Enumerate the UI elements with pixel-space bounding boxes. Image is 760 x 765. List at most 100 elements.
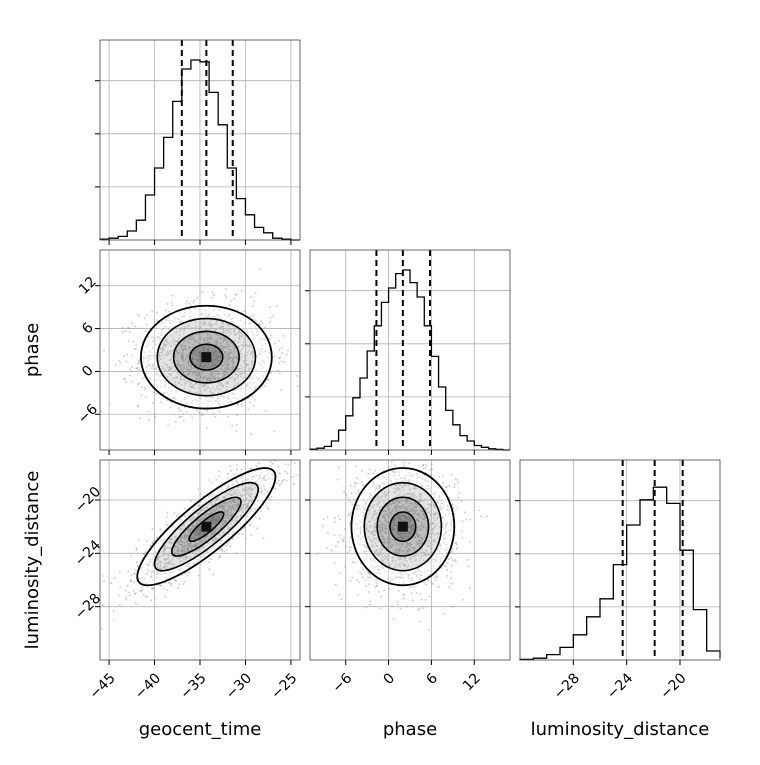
scatter-point — [212, 523, 214, 526]
scatter-point — [186, 355, 189, 358]
scatter-point — [198, 366, 201, 369]
scatter-point — [245, 385, 248, 388]
scatter-point — [187, 360, 190, 363]
scatter-point — [209, 366, 211, 369]
scatter-point — [273, 342, 276, 345]
scatter-point — [144, 388, 146, 391]
scatter-point — [422, 607, 424, 610]
panel-content — [310, 460, 510, 660]
scatter-point — [156, 311, 158, 314]
scatter-point — [242, 376, 245, 379]
scatter-point — [199, 375, 202, 377]
scatter-point — [225, 341, 228, 344]
scatter-point — [203, 375, 205, 378]
scatter-point — [178, 334, 181, 336]
scatter-point — [178, 409, 181, 412]
scatter-point — [183, 550, 186, 553]
scatter-point — [221, 344, 223, 347]
scatter-point — [211, 341, 213, 344]
scatter-point — [158, 336, 160, 339]
scatter-point — [450, 577, 452, 580]
scatter-point — [192, 361, 195, 364]
scatter-point — [169, 406, 171, 409]
scatter-point — [178, 382, 181, 385]
scatter-point — [189, 335, 192, 338]
scatter-point — [169, 317, 171, 320]
scatter-point — [168, 575, 171, 577]
scatter-point — [208, 321, 211, 324]
scatter-point — [184, 384, 186, 387]
scatter-point — [345, 493, 348, 496]
scatter-point — [361, 576, 364, 579]
scatter-point — [167, 328, 170, 331]
scatter-point — [225, 288, 228, 290]
scatter-point — [240, 320, 243, 322]
scatter-point — [179, 352, 182, 355]
scatter-point — [451, 503, 454, 506]
scatter-point — [446, 569, 449, 571]
scatter-point — [218, 404, 221, 407]
scatter-point — [261, 366, 264, 369]
scatter-point — [182, 348, 185, 351]
scatter-point — [189, 512, 191, 515]
scatter-point — [243, 366, 246, 368]
scatter-point — [159, 338, 161, 341]
scatter-point — [164, 544, 167, 547]
scatter-point — [202, 347, 205, 350]
scatter-point — [219, 345, 222, 347]
scatter-point — [191, 511, 194, 514]
scatter-point — [214, 322, 217, 325]
scatter-point — [205, 375, 207, 378]
scatter-point — [187, 571, 190, 574]
scatter-point — [183, 507, 186, 510]
scatter-point — [214, 399, 217, 402]
scatter-point — [450, 571, 453, 574]
scatter-point — [159, 323, 161, 325]
scatter-point — [271, 462, 274, 465]
scatter-point — [180, 379, 183, 382]
scatter-point — [157, 561, 160, 564]
scatter-point — [390, 460, 393, 463]
scatter-point — [248, 344, 251, 347]
scatter-point — [215, 339, 218, 342]
scatter-point — [222, 339, 225, 342]
scatter-point — [195, 363, 197, 366]
scatter-point — [132, 573, 135, 576]
scatter-point — [145, 366, 148, 369]
scatter-point — [167, 424, 170, 427]
scatter-point — [127, 570, 130, 573]
scatter-point — [143, 581, 145, 584]
scatter-point — [142, 360, 144, 363]
scatter-point — [190, 500, 193, 502]
scatter-point — [253, 398, 256, 401]
scatter-point — [143, 553, 146, 556]
scatter-point — [258, 348, 261, 351]
scatter-point — [438, 475, 441, 478]
scatter-point — [239, 370, 242, 373]
scatter-point — [224, 339, 226, 342]
scatter-point — [220, 481, 223, 484]
scatter-point — [157, 378, 160, 380]
scatter-point — [188, 527, 191, 530]
scatter-point — [214, 329, 217, 332]
scatter-point — [229, 351, 232, 353]
scatter-point — [218, 410, 221, 413]
scatter-point — [346, 551, 349, 554]
scatter-point — [151, 335, 153, 338]
scatter-point — [162, 344, 165, 347]
scatter-point — [149, 544, 152, 547]
scatter-point — [187, 355, 190, 358]
scatter-point — [197, 360, 200, 363]
scatter-point — [130, 381, 133, 383]
scatter-point — [425, 464, 428, 467]
scatter-point — [226, 397, 229, 400]
scatter-point — [233, 330, 236, 333]
scatter-point — [403, 464, 406, 467]
scatter-point — [232, 348, 235, 351]
scatter-point — [151, 310, 154, 313]
scatter-point — [236, 376, 239, 379]
scatter-point — [232, 364, 234, 367]
scatter-point — [130, 574, 133, 577]
scatter-point — [127, 340, 130, 342]
scatter-point — [243, 363, 246, 365]
